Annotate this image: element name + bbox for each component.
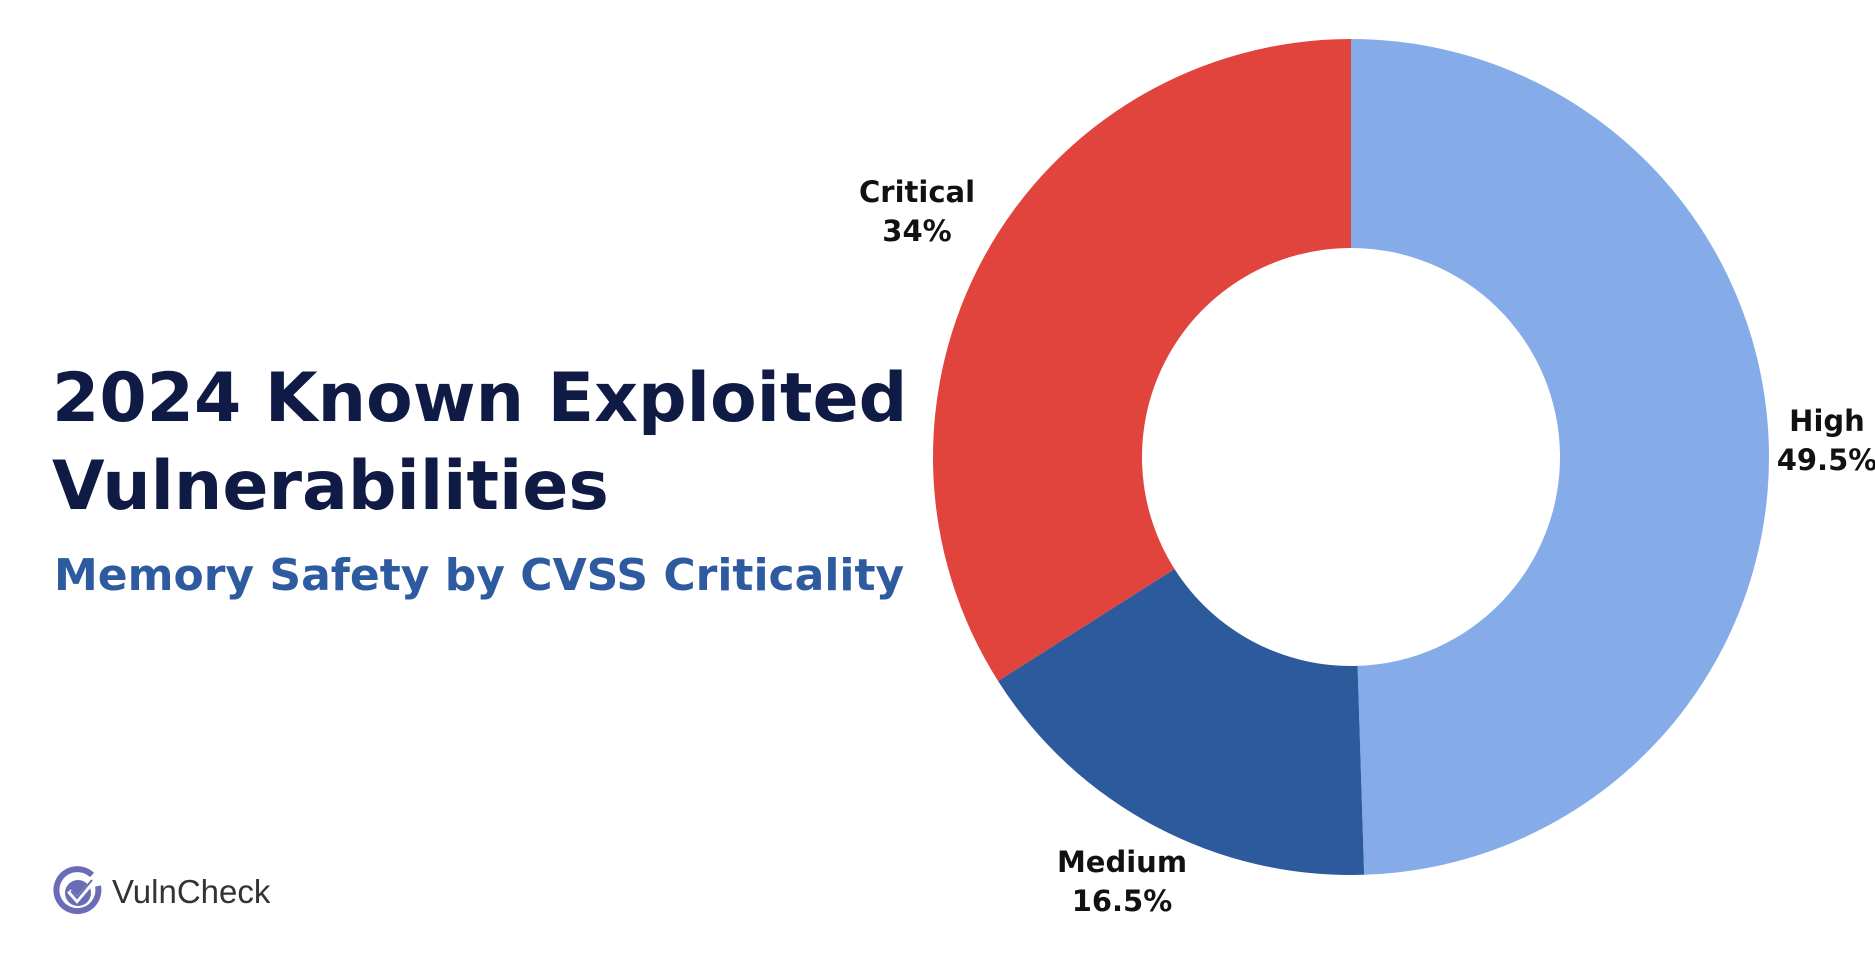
chart-subtitle: Memory Safety by CVSS Criticality bbox=[54, 550, 905, 601]
label-high-value: 49.5% bbox=[1776, 443, 1875, 477]
chart-title: 2024 Known Exploited Vulnerabilities bbox=[52, 355, 907, 531]
label-high-name: High bbox=[1789, 404, 1865, 438]
label-critical: Critical 34% bbox=[859, 173, 975, 251]
label-medium-name: Medium bbox=[1056, 845, 1188, 879]
label-high: High 49.5% bbox=[1777, 402, 1875, 480]
vulncheck-logo: VulnCheck bbox=[52, 866, 270, 918]
label-medium-value: 16.5% bbox=[1071, 884, 1173, 918]
label-critical-value: 34% bbox=[882, 214, 952, 248]
title-line-1: 2024 Known Exploited bbox=[52, 359, 908, 438]
check-shield-icon bbox=[53, 866, 102, 915]
slice-critical bbox=[932, 38, 1351, 681]
logo-text: VulnCheck bbox=[112, 873, 271, 910]
title-line-2: Vulnerabilities bbox=[52, 447, 609, 526]
slice-medium bbox=[998, 568, 1365, 875]
label-critical-name: Critical bbox=[858, 175, 976, 209]
label-medium: Medium 16.5% bbox=[1057, 843, 1187, 921]
slice-high bbox=[1351, 39, 1770, 875]
